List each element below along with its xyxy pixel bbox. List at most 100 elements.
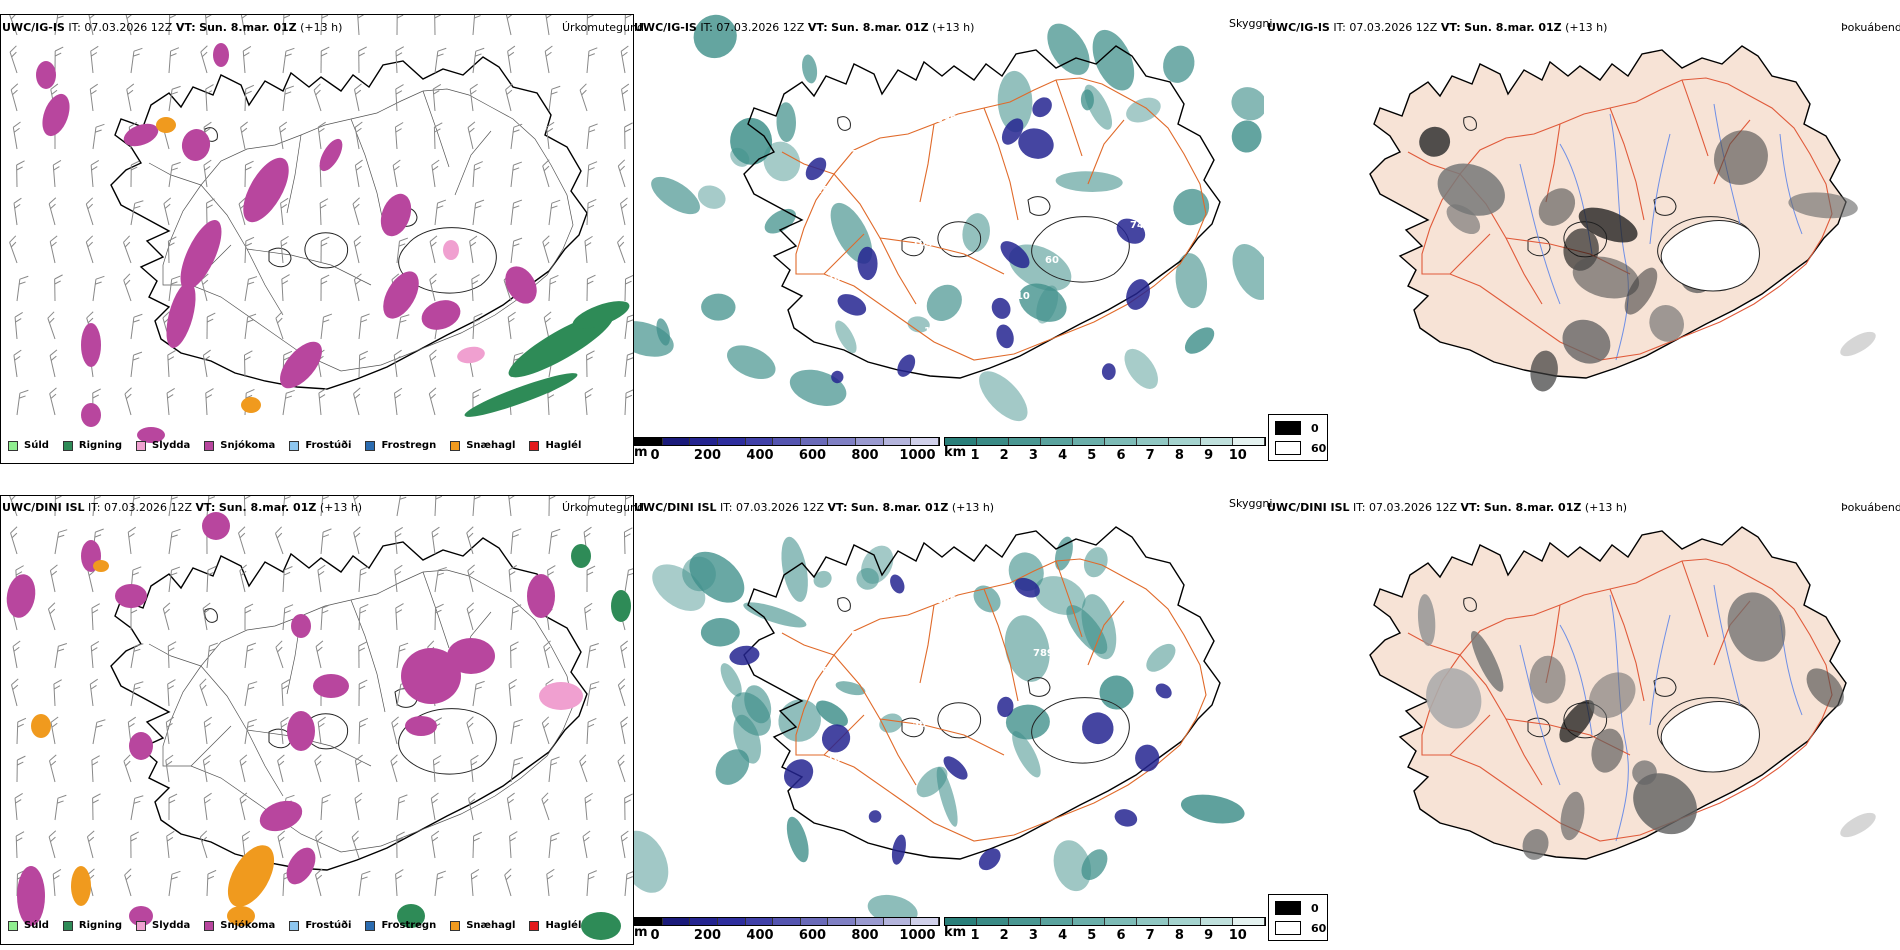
wind-barb bbox=[505, 83, 513, 112]
wind-barb bbox=[434, 199, 447, 226]
wind-barb bbox=[54, 46, 64, 74]
wind-barb bbox=[548, 528, 561, 555]
wind-barb bbox=[282, 389, 295, 416]
fog-legend-box: 0 60 bbox=[1268, 894, 1328, 941]
precip-rain-area bbox=[572, 301, 630, 329]
wind-barb bbox=[91, 755, 100, 783]
low-visibility-area bbox=[979, 371, 1028, 422]
fog-area bbox=[1529, 655, 1566, 704]
wind-barb bbox=[434, 603, 444, 631]
wind-barb bbox=[472, 680, 485, 707]
precip-snow-area bbox=[166, 282, 196, 348]
fog-area bbox=[1437, 163, 1505, 216]
ceiling-value: 250 bbox=[1130, 701, 1151, 712]
visibility-colorbar bbox=[944, 917, 1266, 926]
valid-time-label: VT: bbox=[807, 21, 828, 34]
wind-barb bbox=[620, 45, 629, 74]
ceiling-value: 245 bbox=[1118, 132, 1139, 143]
fog-indicator-map bbox=[1369, 526, 1876, 860]
wind-barb bbox=[586, 717, 597, 745]
road-line bbox=[983, 107, 1019, 221]
wind-barb bbox=[130, 351, 143, 378]
road-line bbox=[795, 77, 1207, 361]
fog-swatch-white bbox=[1275, 921, 1301, 935]
wind-barb bbox=[468, 792, 476, 821]
legend-label: Súld bbox=[24, 440, 49, 451]
low-visibility-area bbox=[1232, 243, 1264, 301]
wind-barb bbox=[314, 754, 322, 783]
panel-header-bottom-left: UWC/DINI ISL IT: 07.03.2026 12Z VT: Sun.… bbox=[2, 501, 362, 514]
wind-barb bbox=[586, 870, 597, 897]
legend-swatch bbox=[365, 440, 376, 451]
ceiling-value: 252 bbox=[1118, 613, 1139, 624]
precip-snow-area bbox=[401, 648, 461, 704]
legend-swatch bbox=[289, 920, 300, 931]
precip-graupel-area bbox=[241, 397, 261, 413]
glacier-outline bbox=[1463, 597, 1477, 612]
low-visibility-area bbox=[727, 345, 776, 379]
wind-barb bbox=[240, 15, 248, 36]
wind-barb bbox=[168, 85, 181, 112]
wind-barb bbox=[624, 122, 633, 150]
wind-barb bbox=[282, 15, 291, 36]
wind-barb bbox=[510, 757, 523, 783]
fog-area bbox=[1572, 256, 1640, 299]
colorbar-segment bbox=[717, 438, 746, 445]
precip-snow-area bbox=[313, 674, 349, 698]
legend-swatch bbox=[289, 440, 300, 451]
ceiling-value: 456 bbox=[924, 807, 945, 818]
fog-area bbox=[1624, 267, 1658, 315]
lead-time: (+13 h) bbox=[319, 501, 363, 514]
low-ceiling-area bbox=[1101, 363, 1116, 380]
wind-barb bbox=[206, 496, 216, 517]
wind-barb bbox=[354, 792, 363, 821]
wind-barb bbox=[202, 349, 211, 378]
colorbar-tick: 4 bbox=[1058, 448, 1068, 463]
colorbar-tick: 1 bbox=[970, 928, 980, 943]
wind-barb bbox=[162, 602, 171, 631]
precip-type-panel-bottom bbox=[0, 495, 634, 945]
wind-barb bbox=[167, 641, 177, 669]
low-visibility-area bbox=[1036, 285, 1059, 324]
wind-barb bbox=[320, 236, 330, 264]
ceiling-value: 592 bbox=[1033, 167, 1054, 178]
fog-indicator-panel-top bbox=[1268, 14, 1900, 464]
wind-barb bbox=[508, 678, 517, 707]
low-ceiling-area bbox=[1116, 218, 1146, 244]
wind-barb bbox=[394, 564, 403, 593]
legend-item-6: Snæhagl bbox=[450, 440, 515, 451]
wind-barb bbox=[584, 235, 593, 264]
low-visibility-area bbox=[1126, 97, 1161, 123]
wind-barb bbox=[354, 121, 363, 150]
fog-area bbox=[1840, 812, 1876, 838]
wind-barb bbox=[54, 794, 67, 821]
wind-barb bbox=[130, 47, 143, 74]
wind-barb bbox=[586, 15, 594, 36]
road-line bbox=[919, 604, 935, 684]
legend-item-1: Rigning bbox=[62, 440, 122, 451]
wind-barb bbox=[582, 830, 591, 859]
precip-snow-area bbox=[36, 61, 56, 89]
ceiling-value: 228 bbox=[900, 150, 921, 161]
colorbar-segment bbox=[883, 438, 912, 445]
colorbar-segment bbox=[717, 918, 746, 925]
wind-barb bbox=[89, 678, 99, 707]
ceiling-value: 161 bbox=[839, 361, 860, 372]
precip-snow-area bbox=[81, 403, 101, 427]
wind-barb bbox=[320, 15, 329, 36]
wind-barb bbox=[204, 15, 212, 36]
legend-item-2: Slydda bbox=[136, 440, 190, 451]
glacier-outline bbox=[837, 597, 851, 612]
precip-snow-area bbox=[42, 93, 70, 137]
wind-barb bbox=[546, 868, 555, 897]
colorbar-tick: 200 bbox=[693, 448, 722, 463]
wind-barb bbox=[238, 526, 246, 555]
low-visibility-area bbox=[1047, 23, 1090, 75]
wind-barb bbox=[319, 198, 329, 226]
ceiling-value: 84 bbox=[1142, 789, 1156, 800]
precip-type-map bbox=[9, 15, 633, 443]
precip-rain-area bbox=[581, 912, 621, 940]
wind-barb bbox=[586, 198, 597, 226]
precip-type-legend: Súld Rigning Slydda Snjókoma Frostúði Frostre… bbox=[8, 920, 595, 931]
glacier-outline bbox=[1653, 196, 1677, 216]
